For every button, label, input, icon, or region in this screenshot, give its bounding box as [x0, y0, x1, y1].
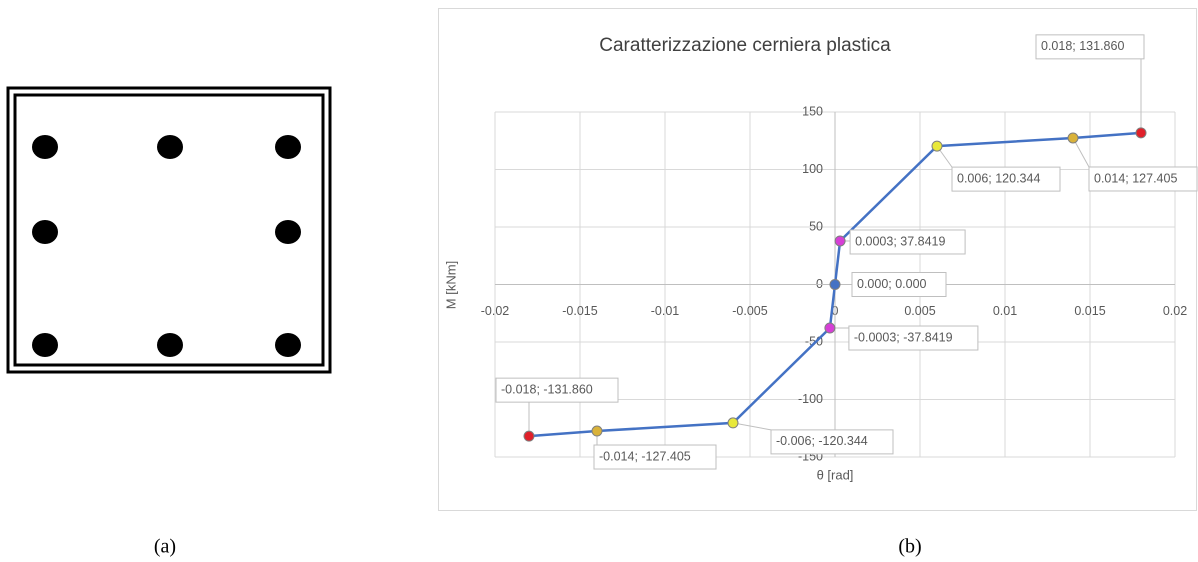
x-tick-label: 0.01	[993, 304, 1017, 318]
caption: (a)	[154, 536, 176, 558]
y-tick-label: 50	[809, 219, 823, 233]
callout-box	[770, 429, 894, 455]
y-tick-label: -100	[798, 392, 823, 406]
x-axis-label: θ [rad]	[817, 467, 854, 482]
rebar	[32, 220, 58, 244]
callout-box	[593, 444, 717, 470]
callout-box	[1088, 166, 1198, 192]
callout-box	[851, 272, 947, 297]
caption: (b)	[898, 536, 921, 558]
rebar	[157, 333, 183, 357]
section-outline	[6, 86, 332, 374]
chart-frame	[438, 8, 1197, 511]
data-label: -0.018; -131.860	[501, 382, 593, 396]
section-diagram	[6, 86, 332, 374]
data-label: 0.0003; 37.8419	[855, 234, 945, 248]
data-point	[829, 279, 841, 290]
rebar	[275, 220, 301, 244]
y-tick-label: 150	[802, 104, 823, 118]
x-tick-label: -0.005	[732, 304, 767, 318]
y-tick-label: 100	[802, 162, 823, 176]
data-point	[727, 417, 739, 429]
data-point	[824, 322, 836, 334]
x-tick-label: -0.015	[562, 304, 597, 318]
data-label: -0.0003; -37.8419	[854, 330, 953, 344]
rebar	[275, 333, 301, 357]
data-label: 0.014; 127.405	[1094, 171, 1177, 185]
data-point	[1135, 127, 1147, 139]
callout-line	[1072, 137, 1090, 168]
x-tick-label: 0.005	[904, 304, 935, 318]
x-tick-label: -0.02	[481, 304, 510, 318]
data-label: 0.006; 120.344	[957, 171, 1040, 185]
data-label: -0.014; -127.405	[599, 449, 691, 463]
data-label: -0.006; -120.344	[776, 434, 868, 448]
callout-box	[951, 166, 1061, 192]
rebar	[32, 135, 58, 159]
callout-box	[849, 229, 966, 255]
rebar	[157, 135, 183, 159]
y-tick-label: 0	[816, 277, 823, 291]
x-tick-label: -0.01	[651, 304, 680, 318]
data-point	[1067, 132, 1079, 144]
y-axis-label: M [kNm]	[443, 261, 458, 309]
rebar	[275, 135, 301, 159]
chart-title: Caratterizzazione cerniera plastica	[599, 35, 891, 56]
callout-line	[732, 422, 772, 431]
callout-box	[848, 325, 979, 351]
data-point	[523, 430, 535, 442]
stirrup	[13, 93, 325, 367]
rebars	[32, 135, 301, 357]
callout-box	[1035, 34, 1145, 60]
x-tick-label: 0.02	[1163, 304, 1187, 318]
rebar	[32, 333, 58, 357]
callout-box	[495, 377, 619, 403]
data-point	[591, 425, 603, 437]
data-point	[931, 140, 943, 152]
x-tick-label: 0.015	[1074, 304, 1105, 318]
data-label: 0.018; 131.860	[1041, 39, 1124, 53]
data-point	[834, 235, 846, 247]
data-label: 0.000; 0.000	[857, 277, 927, 291]
